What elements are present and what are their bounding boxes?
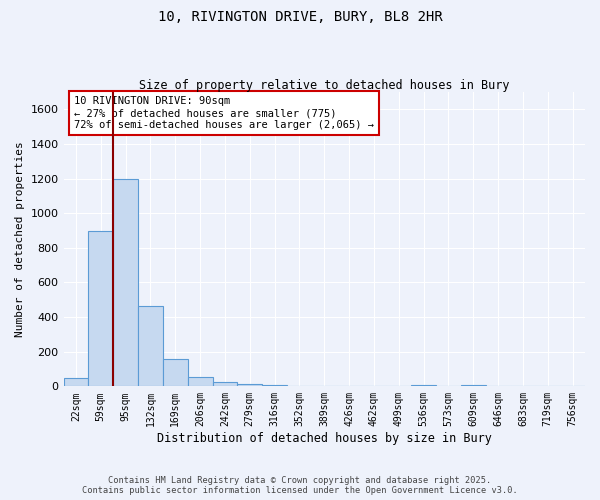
Bar bbox=[411, 384, 436, 386]
Text: 10, RIVINGTON DRIVE, BURY, BL8 2HR: 10, RIVINGTON DRIVE, BURY, BL8 2HR bbox=[158, 10, 442, 24]
Title: Size of property relative to detached houses in Bury: Size of property relative to detached ho… bbox=[139, 79, 509, 92]
Bar bbox=[88, 230, 113, 386]
Bar bbox=[212, 382, 238, 386]
X-axis label: Distribution of detached houses by size in Bury: Distribution of detached houses by size … bbox=[157, 432, 492, 445]
Bar bbox=[113, 178, 138, 386]
Bar bbox=[238, 384, 262, 386]
Bar bbox=[138, 306, 163, 386]
Y-axis label: Number of detached properties: Number of detached properties bbox=[15, 142, 25, 337]
Bar bbox=[64, 378, 88, 386]
Bar bbox=[188, 377, 212, 386]
Text: 10 RIVINGTON DRIVE: 90sqm
← 27% of detached houses are smaller (775)
72% of semi: 10 RIVINGTON DRIVE: 90sqm ← 27% of detac… bbox=[74, 96, 374, 130]
Bar bbox=[461, 384, 485, 386]
Bar bbox=[163, 360, 188, 386]
Text: Contains HM Land Registry data © Crown copyright and database right 2025.
Contai: Contains HM Land Registry data © Crown c… bbox=[82, 476, 518, 495]
